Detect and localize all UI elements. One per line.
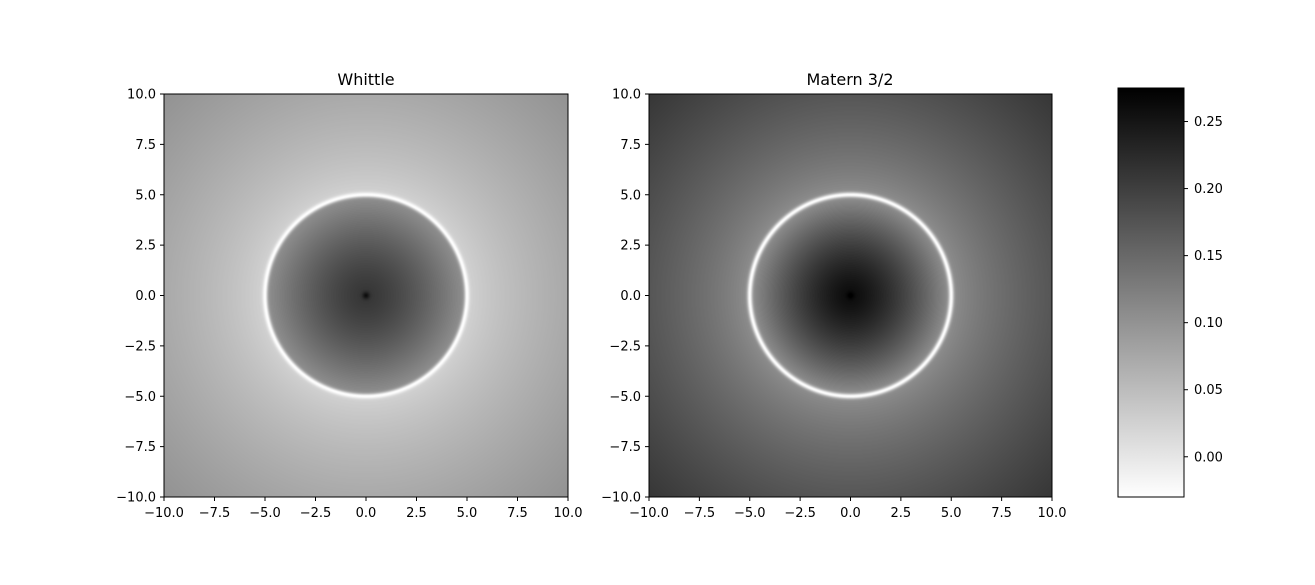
whittle-ytick-label: 0.0 [135,289,156,304]
matern-ytick-label: 10.0 [612,88,641,103]
colorbar-gradient [1118,88,1184,497]
colorbar-frame [1117,87,1185,498]
whittle-ytick-label: −2.5 [124,339,156,354]
matern-xtick-label: −2.5 [784,506,816,521]
colorbar-tick-label: 0.25 [1194,115,1223,130]
whittle-xtick-label: −10.0 [144,506,184,521]
matern-ytick-label: 0.0 [620,289,641,304]
matern-xtick-label: −7.5 [684,506,716,521]
matern-ytick-label: 2.5 [620,239,641,254]
whittle-xtick-label: 7.5 [507,506,528,521]
colorbar-ticks: 0.00 0.05 0.10 0.15 0.20 0.25 [1184,115,1223,465]
matern-xtick-label: 5.0 [941,506,962,521]
matern-ytick-label: −2.5 [609,339,641,354]
whittle-title: Whittle [337,70,394,89]
colorbar: 0.00 0.05 0.10 0.15 0.20 0.25 [1117,87,1223,498]
matern-panel: Matern 3/2 −10.0 −7.5 −5.0 −2.5 0.0 2.5 5.0 7.5… [601,70,1066,521]
matern-xtick-label: −5.0 [734,506,766,521]
whittle-panel: Whittle −10.0 −7.5 −5.0 −2.5 0.0 2.5 5.0 7.5 10.… [116,70,582,521]
whittle-ticks: −10.0 −7.5 −5.0 −2.5 0.0 2.5 5.0 7.5 10.0 −10.0 −7… [116,88,582,522]
matern-heatmap [649,94,1052,497]
whittle-ytick-label: 5.0 [135,188,156,203]
whittle-ytick-label: 2.5 [135,239,156,254]
whittle-heatmap [164,94,568,497]
whittle-xtick-label: 2.5 [406,506,427,521]
whittle-ytick-label: −7.5 [124,440,156,455]
whittle-xtick-label: −2.5 [300,506,332,521]
matern-ytick-label: 5.0 [620,188,641,203]
matern-ytick-label: −10.0 [601,491,641,506]
colorbar-tick-label: 0.10 [1194,316,1223,331]
matern-xtick-label: 7.5 [991,506,1012,521]
matern-ytick-label: −5.0 [609,390,641,405]
whittle-xtick-label: 0.0 [356,506,377,521]
matern-ticks: −10.0 −7.5 −5.0 −2.5 0.0 2.5 5.0 7.5 10.0 −10.0 −7… [601,88,1066,522]
matern-xtick-label: −10.0 [629,506,669,521]
colorbar-tick-label: 0.20 [1194,182,1223,197]
matern-xtick-label: 10.0 [1038,506,1067,521]
matern-title: Matern 3/2 [807,70,894,89]
whittle-ytick-label: −5.0 [124,390,156,405]
whittle-xtick-label: −5.0 [249,506,281,521]
matern-ytick-label: −7.5 [609,440,641,455]
whittle-ytick-label: 10.0 [127,88,156,103]
colorbar-tick-label: 0.05 [1194,383,1223,398]
whittle-ytick-label: 7.5 [135,138,156,153]
colorbar-tick-label: 0.15 [1194,249,1223,264]
whittle-ytick-label: −10.0 [116,491,156,506]
matern-ytick-label: 7.5 [620,138,641,153]
whittle-xtick-label: 5.0 [457,506,478,521]
matern-xtick-label: 0.0 [840,506,861,521]
whittle-xtick-label: −7.5 [199,506,231,521]
whittle-xtick-label: 10.0 [554,506,583,521]
matern-xtick-label: 2.5 [891,506,912,521]
colorbar-tick-label: 0.00 [1194,450,1223,465]
